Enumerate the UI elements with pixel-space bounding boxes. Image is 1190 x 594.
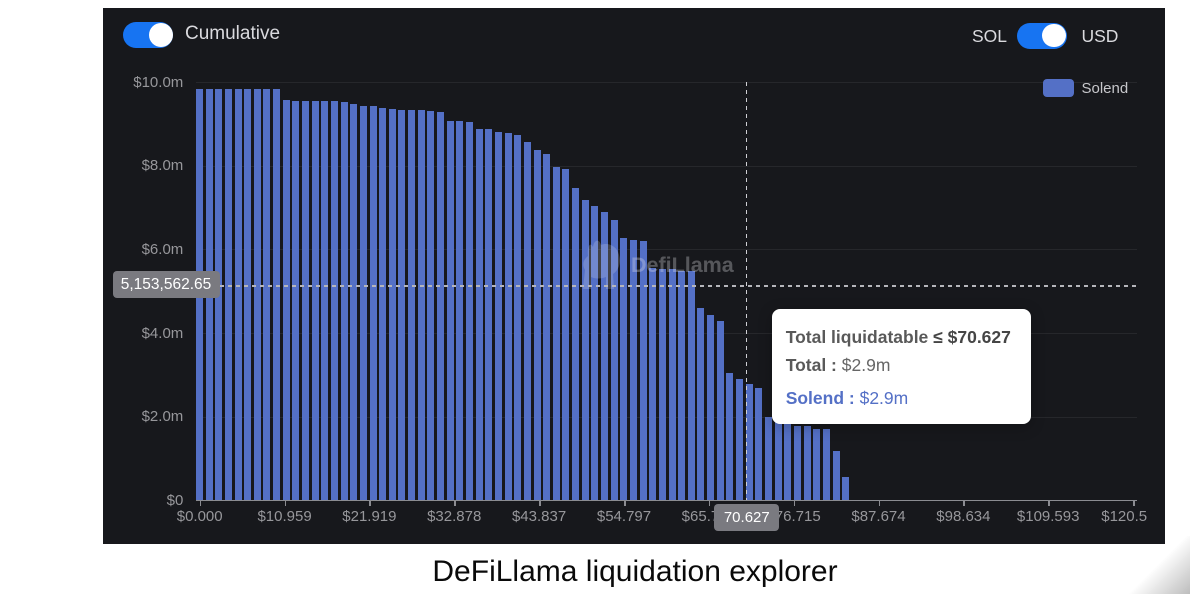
svg-text:DefiLlama: DefiLlama: [631, 253, 735, 277]
